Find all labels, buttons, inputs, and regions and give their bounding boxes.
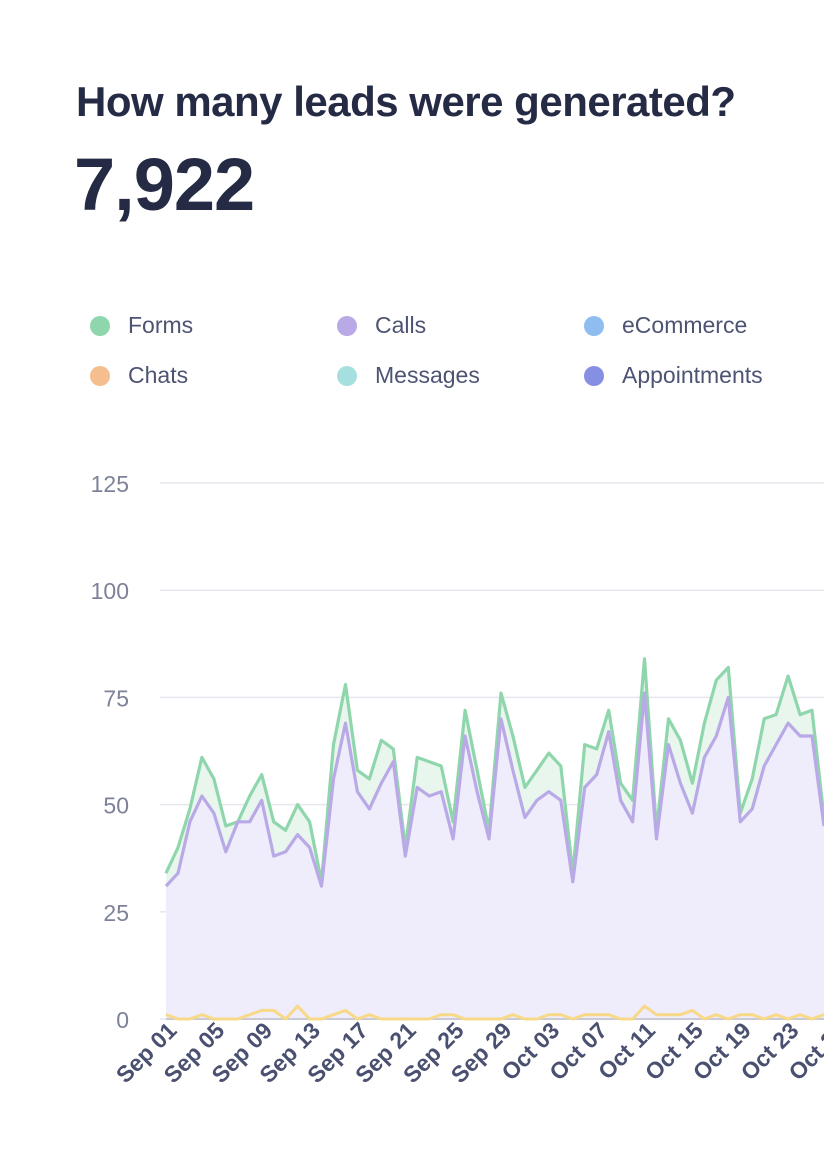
chart-lines — [164, 657, 824, 1021]
series-line-forms — [164, 657, 824, 884]
page-title: How many leads were generated? — [76, 78, 736, 125]
y-tick-label-50: 50 — [103, 793, 129, 819]
y-tick-label-75: 75 — [103, 685, 129, 711]
total-leads: 7,922 — [74, 143, 255, 226]
series-line-calls — [164, 691, 824, 888]
y-tick-label-100: 100 — [91, 578, 129, 604]
series-line-chats — [165, 1004, 824, 1021]
y-tick-label-125: 125 — [91, 471, 129, 497]
y-axis: 0 25 50 75 100 125 — [91, 471, 129, 1033]
area-calls — [166, 693, 824, 1019]
y-tick-label-0: 0 — [116, 1007, 129, 1033]
chart-areas — [166, 658, 824, 1019]
y-tick-label-25: 25 — [103, 900, 129, 926]
